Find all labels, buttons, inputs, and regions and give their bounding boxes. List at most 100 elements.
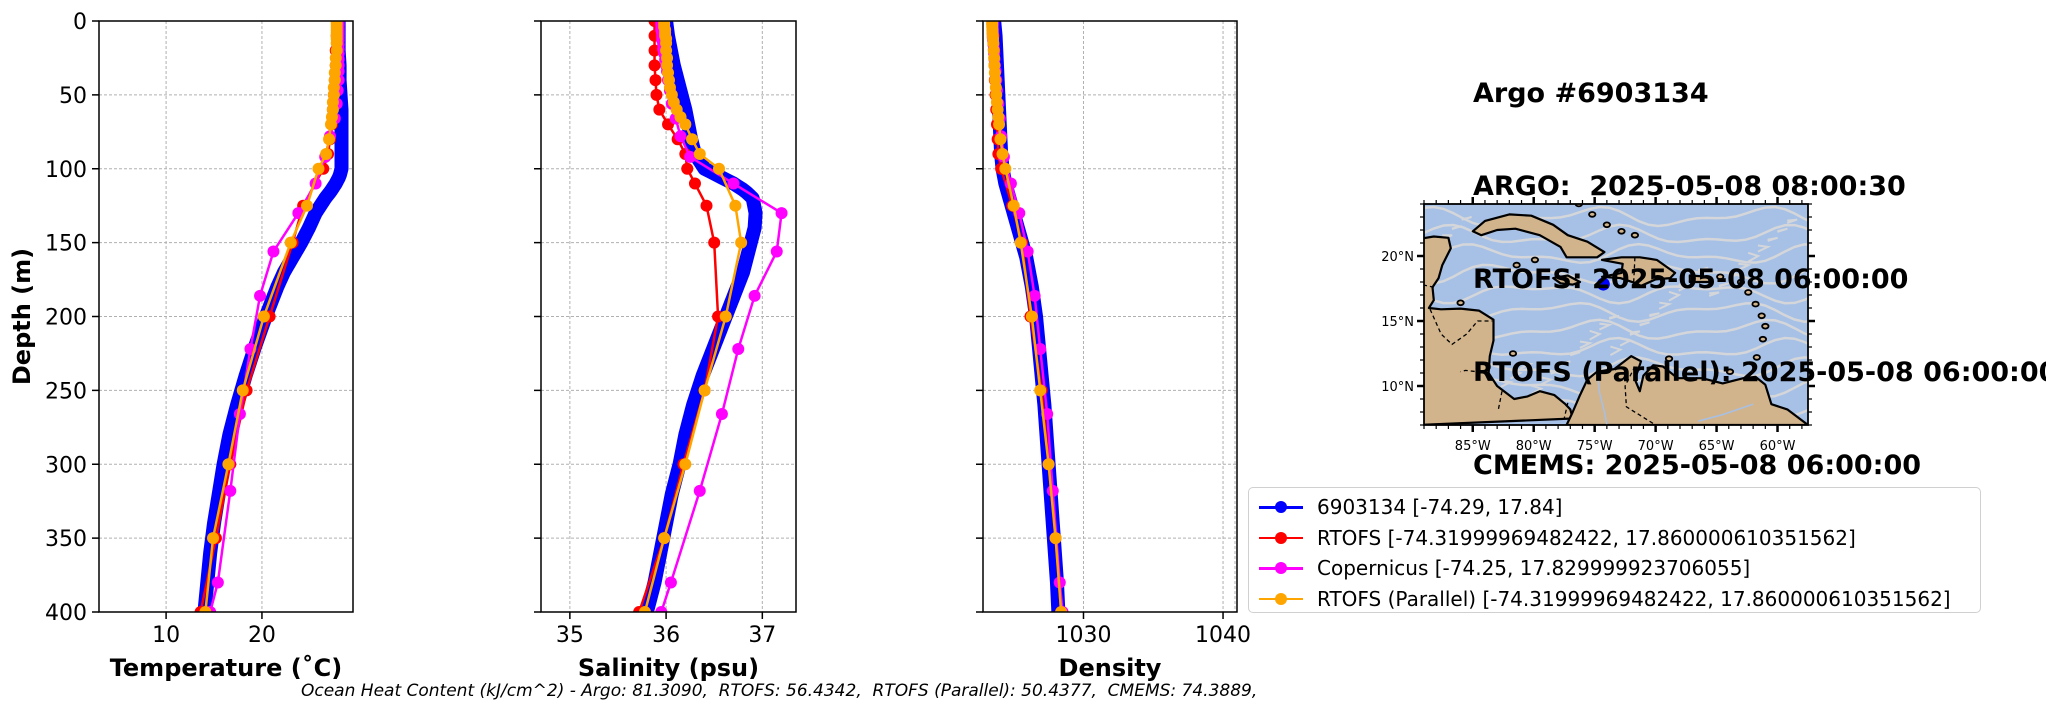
- data-point: [1055, 606, 1068, 612]
- map-x-tick-label: 85°W: [1455, 439, 1491, 454]
- land-puerto-rico: [1688, 274, 1711, 284]
- legend-swatch-argo: [1259, 497, 1303, 517]
- data-point: [199, 606, 212, 612]
- data-point: [686, 133, 699, 146]
- border: [1563, 402, 1569, 419]
- data-point: [700, 199, 713, 212]
- land-island: [1512, 261, 1521, 269]
- x-tick-label: 35: [556, 623, 584, 648]
- y-tick-label: 250: [45, 379, 87, 404]
- data-point: [996, 147, 1009, 160]
- river: [1698, 403, 1754, 422]
- map-y-tick-label: 20°N: [1381, 250, 1414, 265]
- land-island: [1761, 322, 1770, 330]
- flow-arrow: [1718, 282, 1730, 288]
- data-point: [1034, 343, 1047, 356]
- salinity-profile-panel: 35 36 37 Salinity (psu): [534, 20, 797, 682]
- legend-label: 6903134 [-74.29, 17.84]: [1317, 495, 1563, 520]
- data-point: [729, 199, 742, 212]
- flow-arrow: [1509, 368, 1523, 380]
- flow-arrow: [1579, 340, 1594, 349]
- flow-arrow: [1500, 379, 1514, 388]
- data-point: [770, 245, 783, 258]
- title-block: Argo #6903134 ARGO: 2025-05-08 08:00:30 …: [1473, 16, 2046, 512]
- flow-arrow: [1569, 351, 1581, 357]
- legend-swatch-rtofs: [1259, 528, 1303, 548]
- data-point: [1034, 384, 1047, 397]
- data-point: [674, 130, 687, 143]
- data-point: [267, 245, 280, 258]
- y-tick-label: 0: [73, 10, 87, 35]
- legend-item-argo: 6903134 [-74.29, 17.84]: [1249, 492, 1980, 523]
- y-tick-label: 150: [45, 232, 87, 257]
- land-island: [1757, 312, 1766, 320]
- plot-area: [194, 21, 349, 612]
- data-point: [999, 162, 1012, 175]
- y-tick-label: 300: [45, 453, 87, 478]
- data-point: [993, 118, 1006, 131]
- data-point: [727, 177, 740, 190]
- legend-label: RTOFS (Parallel) [-74.31999969482422, 17…: [1317, 586, 1951, 611]
- x-axis-label: Temperature (˚C): [110, 654, 343, 682]
- x-axis-label: Density: [1059, 654, 1162, 682]
- streamline: [1424, 223, 1808, 244]
- data-point: [649, 74, 662, 87]
- flow-arrow: [1550, 369, 1561, 375]
- border: [1424, 284, 1434, 288]
- land-island: [1508, 350, 1518, 357]
- land-island: [1744, 289, 1753, 296]
- x-tick-label: 10: [152, 623, 180, 648]
- flow-arrow: [1708, 291, 1720, 297]
- legend-label: RTOFS [-74.31999969482422, 17.8600006103…: [1317, 525, 1856, 550]
- plot-area: [633, 21, 788, 612]
- data-point: [681, 162, 694, 175]
- flow-arrow: [1598, 322, 1613, 331]
- land-island: [1752, 354, 1761, 361]
- map-x-tick-label: 60°W: [1760, 439, 1796, 454]
- map-x-tick-label: 75°W: [1577, 439, 1613, 454]
- data-point: [698, 384, 711, 397]
- data-point: [1049, 532, 1062, 545]
- data-point: [688, 177, 701, 190]
- flow-arrow: [1777, 227, 1788, 233]
- data-point: [732, 343, 745, 356]
- map-y-tick-label: 15°N: [1381, 315, 1414, 330]
- flow-arrow: [1649, 312, 1660, 318]
- title-line-float-id: Argo #6903134: [1473, 78, 1709, 109]
- series-rtofs-parallel: [986, 21, 1068, 612]
- title-line-cmems-time: CMEMS: 2025-05-08 06:00:00: [1473, 450, 1922, 481]
- data-point: [638, 606, 651, 612]
- data-point: [1042, 458, 1055, 471]
- data-point: [693, 147, 706, 160]
- data-point: [708, 236, 721, 249]
- flow-arrow: [1678, 283, 1693, 292]
- data-point: [324, 118, 337, 131]
- land-island: [1617, 228, 1626, 235]
- data-point: [693, 484, 706, 497]
- data-point: [300, 199, 313, 212]
- argo-location-marker: [1596, 277, 1610, 291]
- density-profile-panel: 1030 1040 Density: [976, 20, 1251, 682]
- series-rtofs-parallel: [638, 21, 748, 612]
- land-island: [1725, 368, 1735, 376]
- data-point: [323, 133, 336, 146]
- flow-arrow: [1609, 345, 1623, 357]
- flow-arrow: [1747, 251, 1761, 263]
- legend-label: Copernicus [-74.25, 17.829999923706055]: [1317, 556, 1751, 581]
- flow-arrow: [1639, 321, 1650, 327]
- data-point: [284, 236, 297, 249]
- land-island: [1751, 300, 1760, 308]
- land-island: [1456, 299, 1465, 307]
- legend-swatch-rtofs-parallel: [1259, 589, 1303, 609]
- flow-arrow: [1767, 236, 1778, 242]
- legend-swatch-copernicus: [1259, 558, 1303, 578]
- data-point: [735, 236, 748, 249]
- data-point: [207, 532, 220, 545]
- map-frame: [1423, 203, 1809, 426]
- flow-arrow: [1461, 216, 1472, 221]
- flow-arrow: [1608, 314, 1620, 320]
- data-point: [254, 289, 267, 302]
- map-x-tick-label: 80°W: [1516, 439, 1552, 454]
- flow-arrow: [1540, 376, 1554, 386]
- legend: 6903134 [-74.29, 17.84] RTOFS [-74.31999…: [1248, 487, 1981, 613]
